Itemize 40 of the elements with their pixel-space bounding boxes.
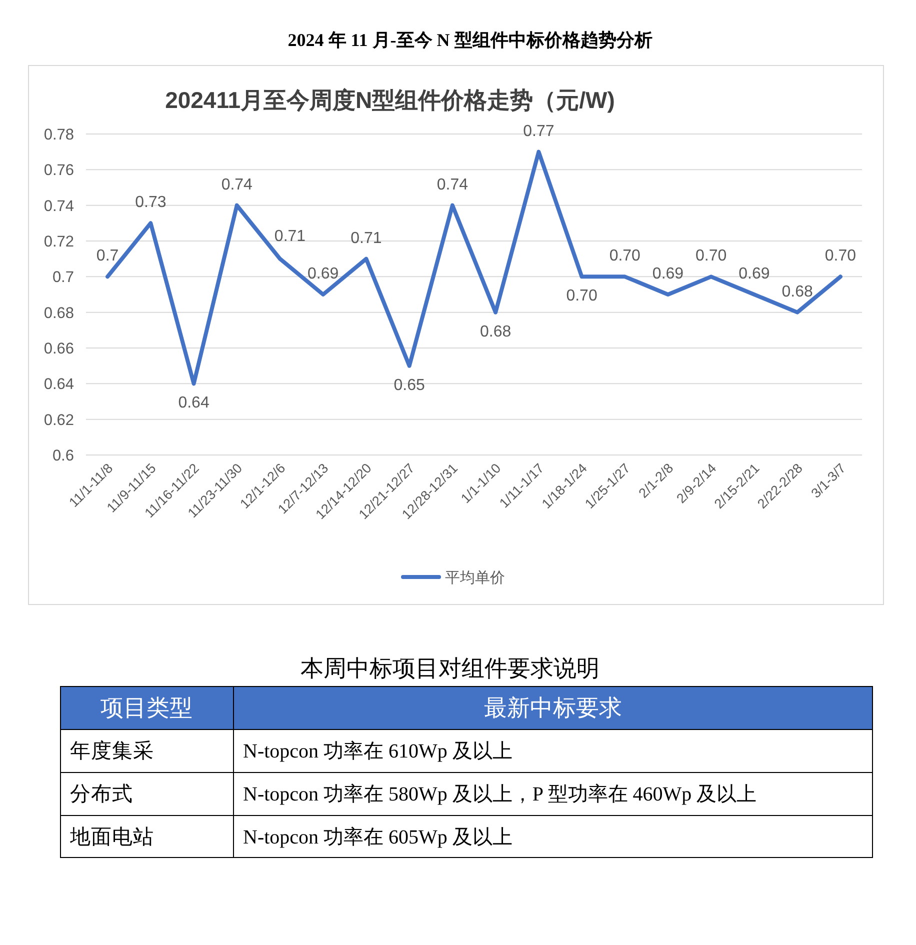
data-label: 0.73 xyxy=(135,194,166,212)
data-label: 0.69 xyxy=(308,266,339,282)
data-label: 0.64 xyxy=(178,394,210,412)
table-row: 地面电站 xyxy=(70,826,154,848)
data-label: 0.70 xyxy=(609,248,640,265)
title: 202411月至今周度N型组件价格走势（元/W) xyxy=(165,87,615,113)
data-label: 0.68 xyxy=(782,283,813,300)
data-label: 0.68 xyxy=(480,323,512,340)
data-label: 0.70 xyxy=(824,248,856,265)
data-label: 0.70 xyxy=(566,288,598,305)
ytick: 0.7 xyxy=(52,269,74,286)
data-label: 0.74 xyxy=(436,176,468,194)
ytick: 0.74 xyxy=(44,198,74,215)
ytick: 0.62 xyxy=(44,412,74,429)
table-cell: N-topcon 功率在 605Wp 及以上 xyxy=(243,826,512,848)
ytick: 0.6 xyxy=(52,448,74,464)
table-cell: N-topcon 功率在 610Wp 及以上 xyxy=(243,740,512,762)
ytick: 0.72 xyxy=(44,234,74,250)
ytick: 0.68 xyxy=(44,304,74,322)
table-title: 本周中标项目对组件要求说明 xyxy=(300,656,600,681)
table-header: 项目类型 xyxy=(100,696,192,720)
ytick: 0.76 xyxy=(44,162,74,180)
ytick: 0.66 xyxy=(44,340,74,358)
annotation: 2024 年 11 月-至今 N 型组件中标价格趋势分析 xyxy=(288,30,652,50)
table-cell: N-topcon 功率在 580Wp 及以上，P 型功率在 460Wp 及以上 xyxy=(243,784,757,806)
table-row: 分布式 xyxy=(70,784,133,806)
data-label: 0.77 xyxy=(523,122,554,140)
data-label: 0.65 xyxy=(394,376,425,394)
data-label: 0.70 xyxy=(696,248,727,265)
ytick: 0.64 xyxy=(44,376,74,394)
table-header: 最新中标要求 xyxy=(484,696,622,720)
data-label: 0.7 xyxy=(96,248,119,265)
data-label: 0.71 xyxy=(350,230,382,247)
data-label: 0.71 xyxy=(274,228,306,245)
data-label: 0.69 xyxy=(738,266,770,282)
legend-label: 平均单价 xyxy=(445,570,505,586)
data-label: 0.69 xyxy=(652,266,684,282)
table-row: 年度集采 xyxy=(70,740,154,762)
data-label: 0.74 xyxy=(221,176,252,194)
ytick: 0.78 xyxy=(44,126,74,144)
